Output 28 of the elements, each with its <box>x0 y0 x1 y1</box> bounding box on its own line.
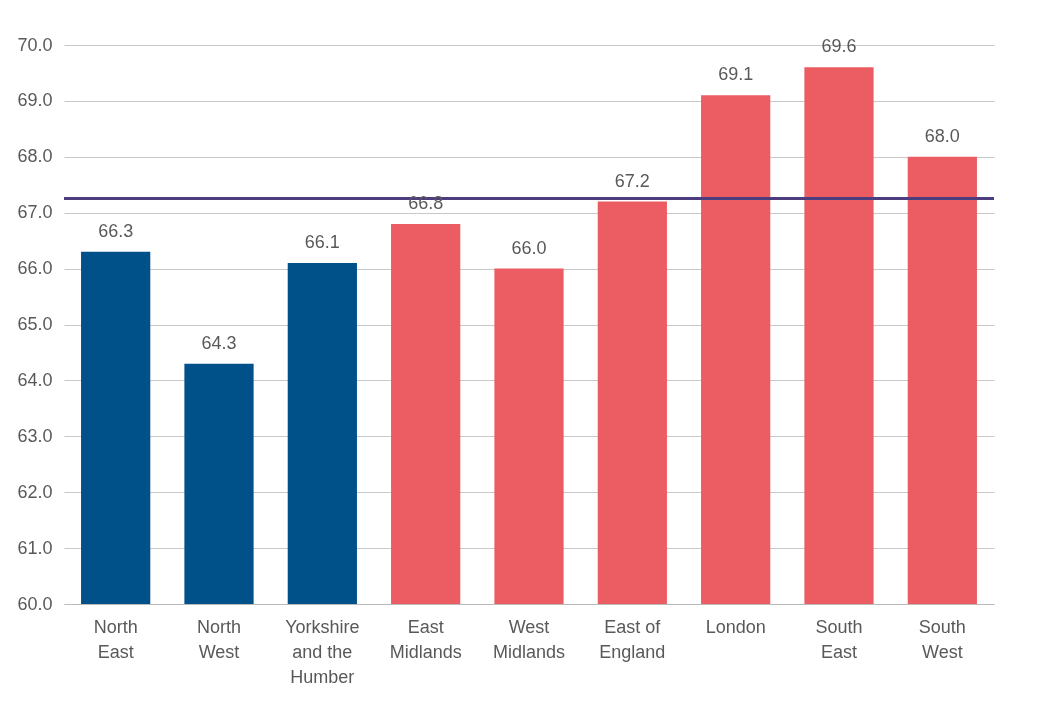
data-label: 68.0 <box>924 125 960 146</box>
data-label: 67.2 <box>614 170 650 191</box>
data-label: 66.0 <box>511 237 547 258</box>
data-label: 69.6 <box>821 36 857 57</box>
x-tick-label: East Midlands <box>389 616 462 662</box>
y-tick-label: 63.0 <box>17 425 53 446</box>
y-tick-label: 65.0 <box>17 314 53 334</box>
data-label: 66.3 <box>98 220 134 241</box>
y-tick-label: 60.0 <box>17 593 53 614</box>
y-tick-label: 64.0 <box>17 369 53 390</box>
y-tick-label: 67.0 <box>17 202 53 223</box>
data-label: 69.1 <box>718 64 754 85</box>
x-tick-label: North West <box>196 616 242 662</box>
y-tick-label: 69.0 <box>17 90 53 111</box>
x-tick-label: East of England <box>599 616 666 662</box>
x-tick-label: London <box>705 616 766 637</box>
x-tick-label: West Midlands <box>492 616 566 662</box>
x-tick-label: Yorkshire and the Humber <box>285 616 360 687</box>
y-tick-label: 66.0 <box>17 258 53 279</box>
x-tick-label: South West <box>918 616 966 662</box>
y-tick-label: 70.0 <box>17 34 53 55</box>
x-tick-label: South East <box>815 616 863 662</box>
y-tick-label: 62.0 <box>17 481 53 502</box>
y-tick-label: 68.0 <box>17 146 53 167</box>
y-tick-label: 61.0 <box>17 537 53 558</box>
data-label: 66.1 <box>304 232 340 253</box>
x-tick-label: North East <box>93 616 138 662</box>
data-label: 64.3 <box>201 332 237 353</box>
